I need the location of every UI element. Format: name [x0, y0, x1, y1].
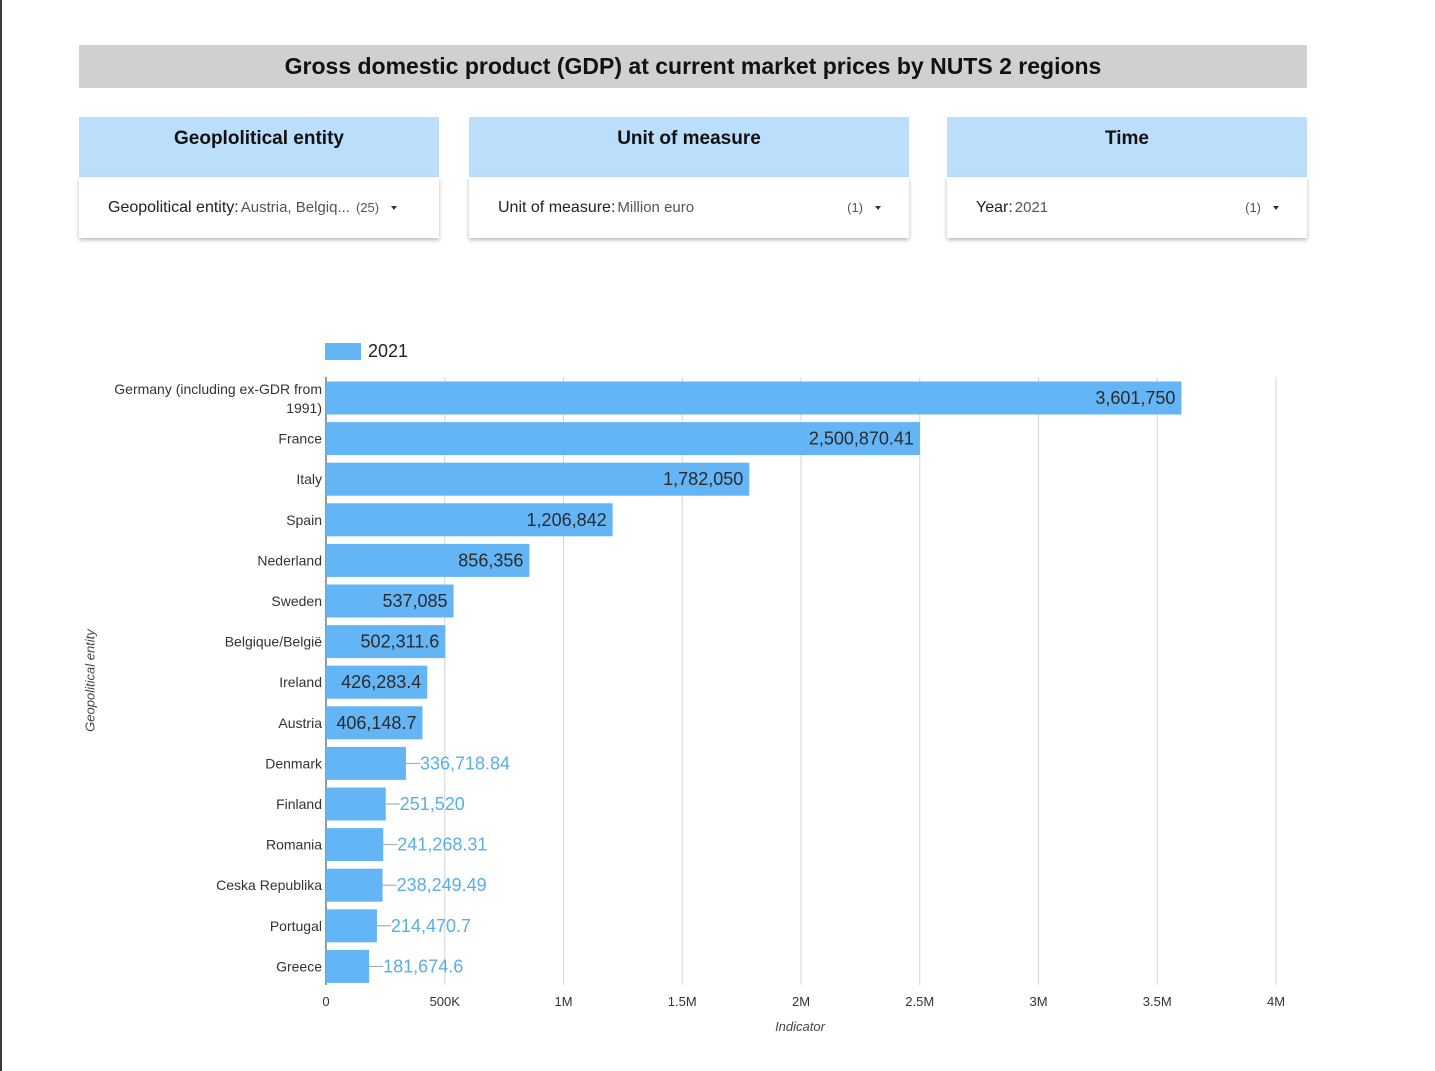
bar[interactable]: [326, 746, 406, 780]
bar[interactable]: [326, 828, 384, 862]
filter-value: Million euro: [617, 199, 695, 216]
left-border: [0, 0, 2, 1071]
x-tick-label: 500K: [430, 994, 461, 1009]
category-label: Italy: [296, 471, 322, 487]
category-label: Sweden: [271, 593, 322, 609]
x-tick-label: 2M: [792, 994, 810, 1009]
bar[interactable]: [326, 868, 383, 902]
bar[interactable]: [326, 787, 386, 821]
bar[interactable]: [326, 625, 446, 659]
bar[interactable]: [326, 543, 530, 577]
category-label: Ireland: [279, 674, 322, 690]
bar[interactable]: [326, 462, 750, 496]
filter-time: Time Year: 2021 (1): [947, 117, 1307, 238]
data-label: 856,356: [458, 550, 523, 570]
data-label: 336,718.84: [420, 753, 510, 773]
x-tick-label: 1.5M: [668, 994, 697, 1009]
filter-count: (1): [847, 200, 863, 215]
data-label: 3,601,750: [1095, 388, 1175, 408]
x-tick-label: 3.5M: [1143, 994, 1172, 1009]
category-label: Greece: [276, 958, 322, 974]
filter-key: Geopolitical entity: [108, 198, 235, 216]
filter-count: (1): [1245, 200, 1261, 215]
category-label: Portugal: [270, 918, 322, 934]
x-tick-label: 2.5M: [905, 994, 934, 1009]
y-axis-title: Geopolitical entity: [82, 629, 98, 732]
bar[interactable]: [326, 706, 423, 740]
data-label: 214,470.7: [391, 916, 471, 936]
data-label: 406,148.7: [336, 713, 416, 733]
category-label: Austria: [278, 715, 322, 731]
x-tick-label: 1M: [554, 994, 572, 1009]
x-tick-label: 3M: [1029, 994, 1047, 1009]
legend-swatch[interactable]: [325, 343, 361, 360]
category-label: Nederland: [257, 552, 322, 568]
bar[interactable]: [326, 422, 920, 456]
chevron-down-icon: [391, 205, 398, 210]
chevron-down-icon: [1273, 205, 1279, 210]
bar[interactable]: [326, 909, 377, 943]
category-label: Spain: [286, 512, 322, 528]
category-label: France: [278, 431, 322, 447]
data-label: 2,500,870.41: [809, 429, 914, 449]
filter-unit-of-measure: Unit of measure Unit of measure: Million…: [469, 117, 909, 238]
data-label: 502,311.6: [361, 632, 440, 652]
filter-heading: Unit of measure: [469, 117, 909, 177]
data-label: 241,268.31: [397, 835, 487, 855]
bar[interactable]: [326, 949, 370, 983]
x-tick-label: 0: [322, 994, 329, 1009]
category-label: Denmark: [265, 755, 323, 771]
filter-count: (25): [355, 200, 380, 215]
category-label: Belgique/België: [225, 634, 323, 650]
category-label: Germany (including ex-GDR from 1991): [114, 381, 322, 416]
category-label: Ceska Republika: [216, 877, 322, 893]
bar[interactable]: [326, 503, 613, 537]
bar[interactable]: [326, 665, 428, 699]
geopolitical-entity-dropdown[interactable]: Geopolitical entity: Austria, Belgiq... …: [79, 177, 439, 238]
data-label: 1,206,842: [527, 510, 607, 530]
data-label: 238,249.49: [397, 875, 487, 895]
legend-label[interactable]: 2021: [368, 341, 409, 361]
data-label: 251,520: [400, 794, 465, 814]
x-tick-label: 4M: [1267, 994, 1285, 1009]
filter-heading: Time: [947, 117, 1307, 177]
chevron-down-icon: [875, 205, 881, 210]
page-title: Gross domestic product (GDP) at current …: [79, 45, 1307, 88]
bar[interactable]: [326, 381, 1182, 415]
category-label: Finland: [276, 796, 322, 812]
data-label: 537,085: [382, 591, 447, 611]
filter-heading: Geoplolitical entity: [79, 117, 439, 177]
filter-value: 2021: [1014, 199, 1049, 216]
filter-geopolitical-entity: Geoplolitical entity Geopolitical entity…: [79, 117, 439, 238]
category-label: Romania: [266, 837, 322, 853]
unit-of-measure-dropdown[interactable]: Unit of measure: Million euro (1): [469, 177, 909, 238]
filter-key: Year: [976, 198, 1009, 216]
time-dropdown[interactable]: Year: 2021 (1): [947, 177, 1307, 238]
bar[interactable]: [326, 584, 454, 618]
filter-key: Unit of measure: [498, 198, 611, 216]
data-label: 426,283.4: [341, 672, 421, 692]
filter-value: Austria, Belgiq...: [240, 199, 350, 216]
x-axis-title: Indicator: [775, 1019, 825, 1034]
data-label: 1,782,050: [663, 469, 743, 489]
data-label: 181,674.6: [383, 956, 463, 976]
